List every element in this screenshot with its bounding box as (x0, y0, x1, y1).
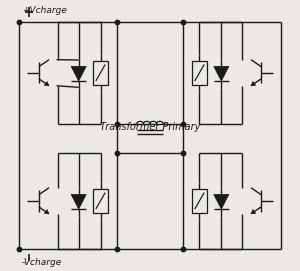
Polygon shape (71, 66, 86, 81)
Polygon shape (251, 209, 256, 214)
Polygon shape (214, 194, 229, 209)
Bar (93, 61, 108, 85)
Text: -Vcharge: -Vcharge (22, 258, 62, 267)
Polygon shape (44, 81, 49, 86)
Text: Transformer Primary: Transformer Primary (100, 122, 200, 132)
Text: +Vcharge: +Vcharge (22, 6, 67, 15)
Polygon shape (44, 209, 49, 214)
Bar (192, 61, 207, 85)
Polygon shape (214, 66, 229, 81)
Polygon shape (251, 81, 256, 86)
Bar (192, 189, 207, 213)
Polygon shape (71, 194, 86, 209)
Bar (93, 189, 108, 213)
